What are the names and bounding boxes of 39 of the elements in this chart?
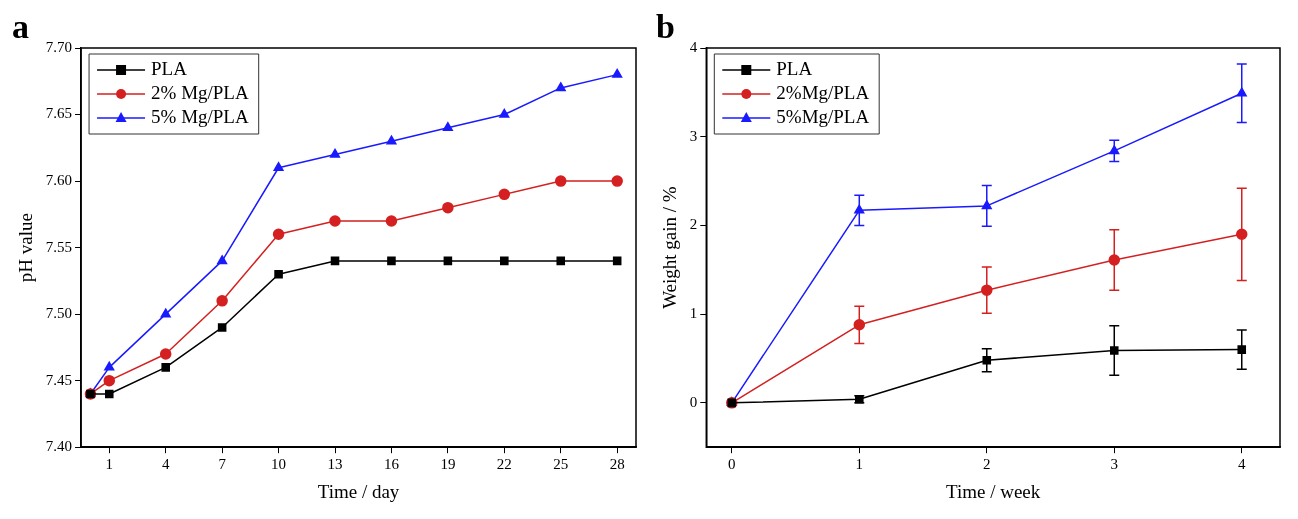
x-tick-label: 2 bbox=[983, 456, 991, 473]
x-tick-label: 28 bbox=[609, 456, 625, 473]
x-tick-label: 4 bbox=[1238, 456, 1246, 473]
x-tick-label: 22 bbox=[496, 456, 512, 473]
y-tick-label: 7.65 bbox=[45, 105, 73, 122]
x-tick-label: 0 bbox=[728, 456, 736, 473]
x-tick-label: 10 bbox=[271, 456, 287, 473]
legend-label: 2%Mg/PLA bbox=[776, 81, 870, 103]
x-tick-label: 1 bbox=[105, 456, 114, 473]
x-axis-title: Time / day bbox=[317, 480, 400, 502]
legend-label: PLA bbox=[776, 57, 813, 79]
y-tick-label: 4 bbox=[689, 38, 698, 55]
y-tick-label: 7.55 bbox=[45, 238, 73, 255]
x-tick-label: 16 bbox=[383, 456, 400, 473]
y-tick-label: 7.60 bbox=[45, 172, 73, 188]
x-tick-label: 1 bbox=[855, 456, 864, 473]
y-tick-label: 3 bbox=[689, 127, 698, 144]
y-tick-label: 7.70 bbox=[45, 38, 73, 55]
y-tick-label: 7.50 bbox=[45, 305, 73, 322]
chart-title: b bbox=[656, 7, 675, 45]
y-axis-title: pH value bbox=[15, 213, 37, 283]
y-tick-label: 0 bbox=[689, 393, 698, 410]
x-tick-label: 13 bbox=[327, 456, 343, 473]
x-tick-label: 7 bbox=[218, 456, 227, 473]
y-tick-label: 1 bbox=[689, 305, 698, 322]
legend-label: PLA bbox=[151, 57, 188, 79]
chart-title: a bbox=[12, 7, 29, 45]
x-tick-label: 3 bbox=[1110, 456, 1119, 473]
y-tick-label: 7.45 bbox=[45, 371, 73, 388]
x-tick-label: 25 bbox=[553, 456, 569, 473]
y-axis-title: Weight gain / % bbox=[659, 186, 681, 309]
x-tick-label: 4 bbox=[161, 456, 170, 473]
legend-label: 5%Mg/PLA bbox=[776, 105, 870, 127]
legend-label: 2% Mg/PLA bbox=[151, 81, 249, 103]
legend-label: 5% Mg/PLA bbox=[151, 105, 249, 127]
x-tick-label: 19 bbox=[440, 456, 456, 473]
y-tick-label: 2 bbox=[689, 216, 698, 233]
x-axis-title: Time / week bbox=[946, 480, 1041, 502]
y-tick-label: 7.40 bbox=[45, 438, 73, 455]
